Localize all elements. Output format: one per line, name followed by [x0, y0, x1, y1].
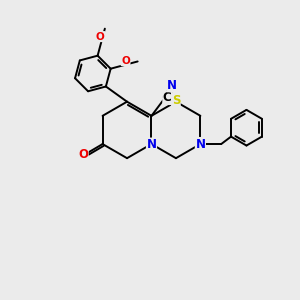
Text: O: O	[96, 32, 104, 42]
Text: S: S	[172, 94, 180, 107]
Text: N: N	[146, 138, 157, 151]
Text: O: O	[78, 148, 88, 161]
Text: C: C	[163, 92, 172, 104]
Text: N: N	[167, 79, 177, 92]
Text: N: N	[195, 138, 206, 151]
Text: O: O	[121, 56, 130, 65]
